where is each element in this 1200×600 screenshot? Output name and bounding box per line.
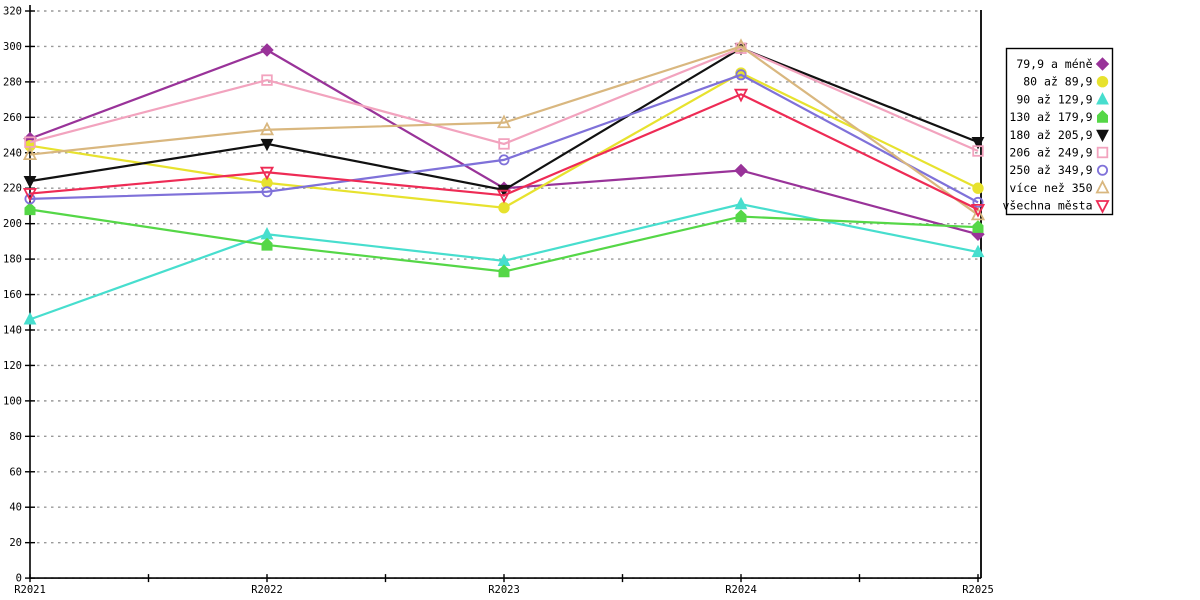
series-8-marker-R2021 (22, 188, 38, 202)
series-8-marker-R2022 (259, 166, 275, 181)
y-tick-label-80: 80 (9, 431, 22, 443)
legend-label-0: 79,9 a méně (1016, 57, 1092, 71)
series-0-marker-R2024 (734, 163, 748, 178)
legend-marker-6 (1097, 164, 1109, 176)
legend-box (1005, 47, 1114, 216)
legend-label-5: 206 až 249,9 (1009, 146, 1092, 160)
legend-marker-0 (1095, 57, 1110, 71)
y-tick-label-140: 140 (3, 324, 22, 336)
series-7-marker-R2023 (496, 114, 512, 129)
series-3-marker-R2024 (735, 209, 747, 223)
series-3-marker-R2021 (24, 202, 36, 216)
legend-marker-5 (1096, 146, 1109, 159)
series-8-marker-R2025 (970, 203, 986, 218)
series-2-marker-R2024 (734, 196, 748, 210)
y-tick-label-240: 240 (3, 147, 22, 159)
series-6-marker-R2022 (261, 186, 273, 198)
series-5-marker-R2022 (261, 74, 273, 86)
y-tick-label-300: 300 (3, 41, 22, 53)
series-5-marker-R2025 (972, 145, 984, 157)
y-tick-label-20: 20 (9, 537, 22, 549)
legend-label-7: více než 350 (1009, 181, 1092, 195)
series-1-marker-R2023 (498, 202, 510, 214)
series-4-marker-R2025 (971, 137, 985, 150)
legend-label-2: 90 až 129,9 (1016, 92, 1092, 106)
series-6-marker-R2023 (498, 154, 510, 166)
series-line-7 (29, 45, 979, 216)
legend-marker-8 (1095, 200, 1110, 214)
series-8-marker-R2023 (496, 189, 512, 204)
series-1-marker-R2025 (972, 182, 984, 194)
y-tick-label-180: 180 (3, 254, 22, 266)
series-5-marker-R2023 (498, 138, 510, 150)
series-7-marker-R2022 (259, 121, 275, 136)
y-tick-label-60: 60 (9, 466, 22, 478)
y-tick-label-260: 260 (3, 112, 22, 124)
legend-label-4: 180 až 205,9 (1009, 128, 1092, 142)
series-3-marker-R2022 (261, 237, 273, 251)
y-tick-label-280: 280 (3, 76, 22, 88)
legend-label-1: 80 až 89,9 (1023, 75, 1092, 89)
series-3-marker-R2025 (972, 220, 984, 233)
y-tick-label-220: 220 (3, 183, 22, 195)
legend-label-3: 130 až 179,9 (1009, 110, 1092, 124)
series-7-marker-R2024 (733, 38, 749, 52)
legend-label-8: všechna města (1002, 199, 1092, 213)
x-axis-label-R2025: R2025 (962, 584, 994, 596)
series-6-marker-R2021 (24, 193, 36, 205)
legend-marker-2 (1096, 92, 1109, 105)
y-tick-label-0: 0 (16, 573, 22, 585)
legend-marker-4 (1096, 129, 1109, 143)
series-line-5 (29, 47, 979, 153)
series-3-marker-R2023 (498, 264, 510, 278)
series-4-marker-R2021 (23, 176, 37, 189)
series-line-8 (29, 93, 979, 211)
series-8-marker-R2024 (733, 88, 749, 103)
legend-label-6: 250 až 349,9 (1009, 163, 1092, 177)
series-4-marker-R2022 (260, 138, 274, 152)
x-axis-label-R2023: R2023 (488, 584, 520, 596)
x-axis-label-R2024: R2024 (725, 584, 757, 596)
y-tick-label-200: 200 (3, 218, 22, 230)
series-6-marker-R2024 (735, 69, 747, 81)
series-2-marker-R2022 (260, 227, 274, 240)
legend-marker-1 (1096, 76, 1109, 88)
y-tick-label-160: 160 (3, 289, 22, 301)
y-tick-label-40: 40 (9, 502, 22, 514)
legend-marker-7 (1095, 179, 1110, 194)
x-axis-label-R2021: R2021 (14, 584, 46, 596)
y-tick-label-120: 120 (3, 360, 22, 372)
series-7-marker-R2025 (970, 206, 986, 221)
series-line-6 (29, 73, 979, 204)
y-tick-label-100: 100 (3, 395, 22, 407)
y-tick-label-320: 320 (3, 6, 22, 18)
x-axis-label-R2022: R2022 (251, 584, 283, 596)
series-0-marker-R2022 (260, 43, 274, 57)
series-7-marker-R2021 (22, 146, 38, 161)
legend-marker-3 (1097, 110, 1108, 123)
series-2-marker-R2025 (971, 244, 985, 258)
series-2-marker-R2021 (23, 312, 37, 325)
